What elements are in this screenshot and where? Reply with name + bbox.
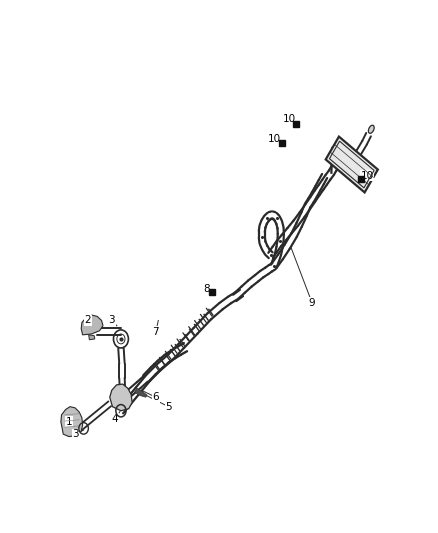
Polygon shape [61,407,83,437]
Text: 3: 3 [109,316,115,326]
Text: 3: 3 [72,429,79,439]
Polygon shape [81,315,103,335]
Text: 4: 4 [112,414,119,424]
Text: 6: 6 [152,392,159,402]
Text: 1: 1 [66,417,72,427]
Text: 5: 5 [165,402,172,411]
Text: 9: 9 [309,298,315,308]
Text: 7: 7 [152,327,159,336]
Text: 8: 8 [204,284,210,294]
Text: 10: 10 [268,134,281,144]
Polygon shape [88,335,95,340]
Polygon shape [110,384,132,411]
Text: 10: 10 [360,171,374,181]
Text: 10: 10 [283,115,296,124]
Ellipse shape [368,125,374,133]
Polygon shape [134,388,147,397]
Polygon shape [326,136,378,192]
Text: 2: 2 [85,316,92,326]
